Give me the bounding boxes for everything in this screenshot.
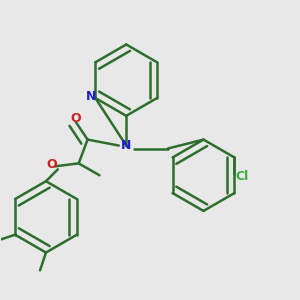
Text: N: N bbox=[121, 139, 131, 152]
Text: O: O bbox=[70, 112, 81, 125]
Text: O: O bbox=[46, 158, 57, 171]
Text: Cl: Cl bbox=[235, 170, 248, 183]
Text: N: N bbox=[86, 90, 96, 103]
